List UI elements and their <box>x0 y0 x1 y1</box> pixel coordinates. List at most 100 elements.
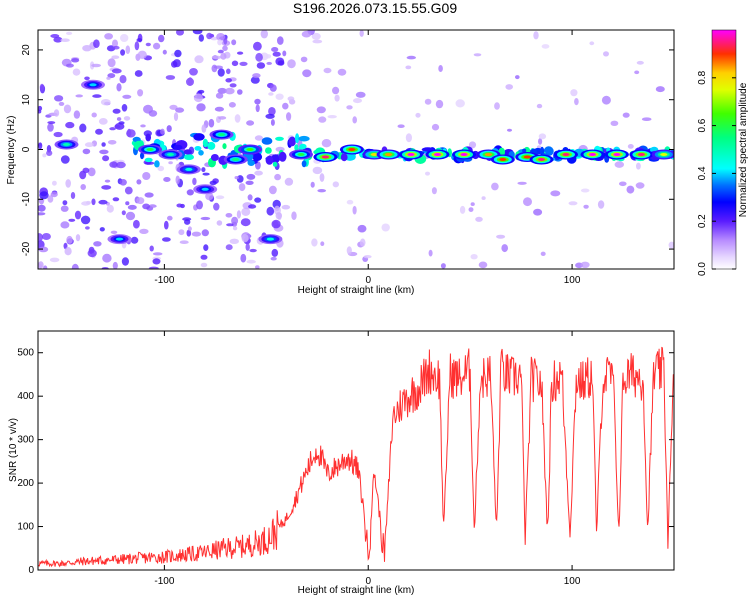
noise-cell <box>255 52 263 62</box>
noise-cell <box>85 226 90 230</box>
noise-cell <box>74 210 82 220</box>
noise-cell <box>192 30 203 35</box>
noise-cell <box>196 200 203 210</box>
noise-cell <box>111 55 120 59</box>
noise-cell <box>655 86 665 93</box>
noise-cell <box>431 123 440 131</box>
noise-cell <box>184 219 191 225</box>
noise-cell <box>142 172 151 180</box>
noise-cell <box>246 259 256 264</box>
noise-cell <box>470 202 475 207</box>
noise-cell <box>245 243 250 251</box>
noise-cell <box>301 30 312 38</box>
noise-cell <box>163 177 171 182</box>
noise-cell <box>197 89 205 94</box>
noise-cell <box>245 180 254 185</box>
noise-cell <box>332 86 340 95</box>
noise-cell <box>63 104 72 114</box>
noise-cell <box>614 161 624 168</box>
noise-cell <box>82 167 90 174</box>
noise-cell <box>266 61 273 65</box>
band-cell <box>173 144 183 151</box>
noise-cell <box>225 78 232 83</box>
noise-cell <box>316 106 326 114</box>
spectral-peak <box>537 158 546 161</box>
noise-cell <box>65 179 71 188</box>
noise-cell <box>125 45 131 54</box>
noise-cell <box>112 45 120 50</box>
noise-cell <box>112 197 120 202</box>
band-cell <box>340 153 348 162</box>
noise-cell <box>570 89 578 97</box>
noise-cell <box>205 192 214 201</box>
noise-cell <box>237 89 243 95</box>
spectral-peak <box>433 153 442 156</box>
noise-cell <box>438 65 443 72</box>
noise-cell <box>176 203 183 208</box>
y-tick-label: -10 <box>21 192 32 207</box>
noise-cell <box>39 83 45 91</box>
noise-cell <box>91 112 97 118</box>
noise-cell <box>211 64 218 73</box>
noise-cell <box>363 255 372 259</box>
snr-series-line <box>38 346 674 568</box>
noise-cell <box>149 245 154 252</box>
noise-cell <box>70 192 76 199</box>
noise-cell <box>568 201 578 206</box>
noise-cell <box>87 167 96 177</box>
y-tick-label: 300 <box>17 435 34 446</box>
band-cell <box>140 152 144 160</box>
noise-cell <box>53 109 60 117</box>
noise-cell <box>125 211 136 221</box>
noise-cell <box>134 41 140 51</box>
noise-cell <box>533 208 543 216</box>
y-tick-label: 500 <box>17 348 34 359</box>
spectral-peak <box>166 153 175 156</box>
noise-cell <box>231 39 237 46</box>
noise-cell <box>455 99 465 108</box>
noise-cell <box>268 107 276 116</box>
noise-cell <box>58 101 65 106</box>
noise-cell <box>627 144 634 149</box>
noise-cell <box>272 51 281 57</box>
noise-cell <box>66 31 73 35</box>
noise-cell <box>268 92 274 96</box>
noise-cell <box>481 196 486 201</box>
noise-cell <box>176 30 184 36</box>
noise-cell <box>166 125 172 133</box>
y-tick-label: 100 <box>17 522 34 533</box>
noise-cell <box>41 233 51 240</box>
noise-cell <box>82 148 91 155</box>
noise-cell <box>106 204 114 213</box>
x-tick-label: -100 <box>154 576 174 587</box>
spectral-peak <box>89 83 97 87</box>
noise-cell <box>136 197 145 205</box>
noise-cell <box>200 262 208 268</box>
spectral-peak <box>484 153 493 156</box>
band-cell <box>194 146 202 151</box>
noise-cell <box>517 181 527 185</box>
noise-cell <box>284 177 294 186</box>
noise-cell <box>104 179 111 183</box>
noise-cell <box>246 173 256 180</box>
noise-cell <box>209 180 217 186</box>
spectral-peak <box>523 155 531 159</box>
noise-cell <box>120 34 129 42</box>
noise-cell <box>241 207 251 216</box>
noise-cell <box>98 199 108 205</box>
spectral-peak <box>146 148 154 151</box>
noise-cell <box>148 204 157 208</box>
noise-cell <box>214 106 224 112</box>
noise-cell <box>355 91 366 98</box>
noise-cell <box>43 265 48 269</box>
noise-cell <box>337 68 347 76</box>
noise-cell <box>507 128 512 132</box>
noise-cell <box>101 142 106 147</box>
noise-cell <box>597 200 605 209</box>
noise-cell <box>601 95 611 105</box>
noise-cell <box>116 83 122 92</box>
noise-cell <box>540 251 546 256</box>
noise-cell <box>62 200 68 206</box>
noise-cell <box>425 171 430 176</box>
